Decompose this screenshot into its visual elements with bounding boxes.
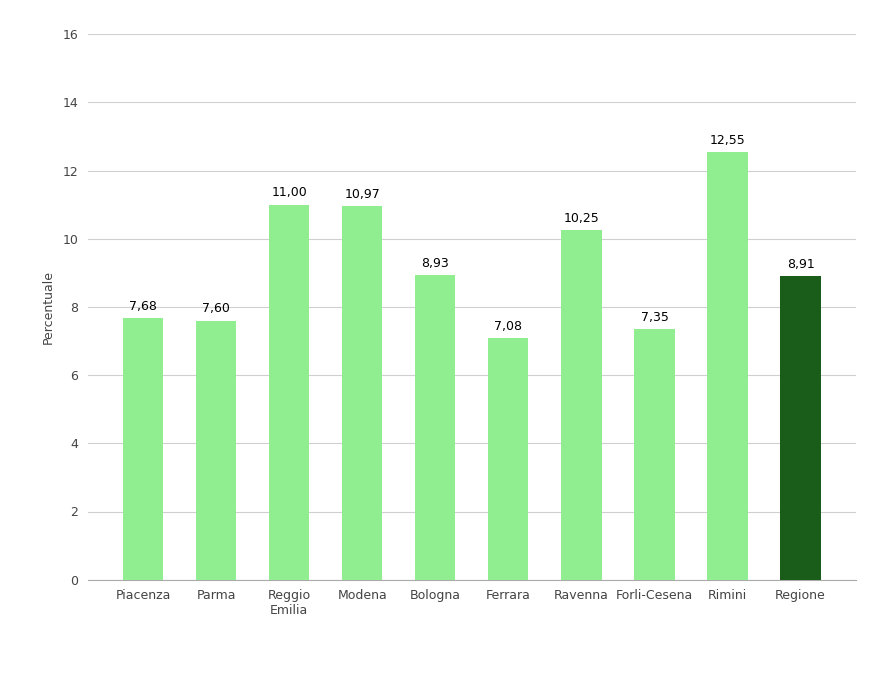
Bar: [781, 276, 820, 580]
Text: 7,68: 7,68: [130, 299, 157, 312]
Text: 7,60: 7,60: [202, 302, 230, 315]
Bar: [707, 152, 748, 580]
Text: 8,93: 8,93: [422, 257, 449, 270]
Text: 10,25: 10,25: [564, 212, 599, 225]
Bar: [489, 338, 528, 580]
Text: 7,08: 7,08: [495, 320, 522, 333]
Bar: [634, 329, 675, 580]
Text: 11,00: 11,00: [272, 186, 307, 199]
Bar: [342, 206, 383, 580]
Bar: [196, 321, 236, 580]
Bar: [415, 276, 455, 580]
Text: 10,97: 10,97: [345, 188, 380, 201]
Bar: [561, 231, 602, 580]
Y-axis label: Percentuale: Percentuale: [41, 270, 55, 344]
Text: 7,35: 7,35: [640, 311, 669, 324]
Text: 12,55: 12,55: [710, 134, 745, 147]
Bar: [269, 205, 310, 580]
Bar: [123, 318, 163, 580]
Text: 8,91: 8,91: [787, 258, 814, 271]
